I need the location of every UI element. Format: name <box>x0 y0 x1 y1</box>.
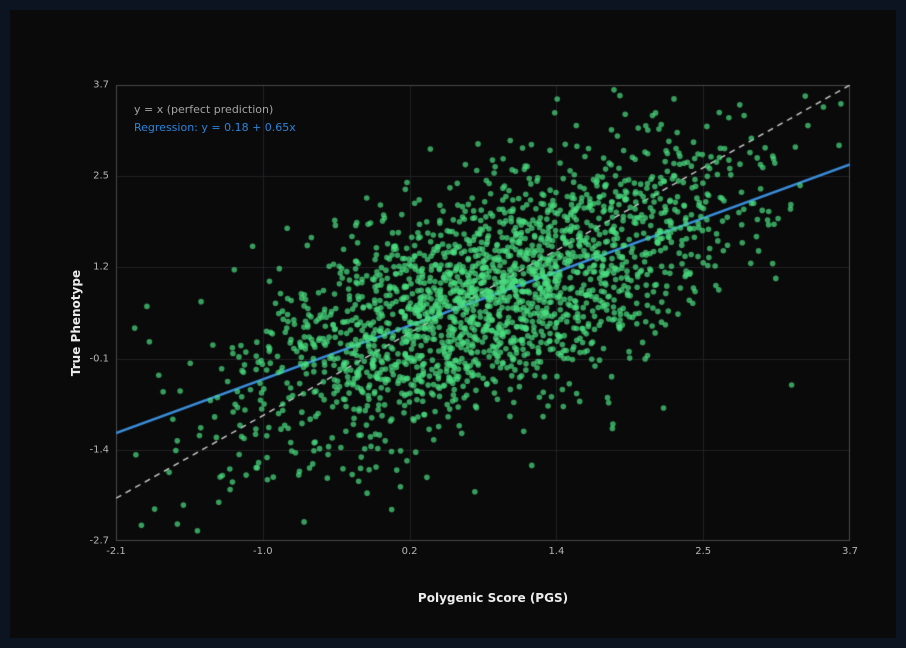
scatter-plot-canvas <box>10 10 896 638</box>
chart-figure: y = x (perfect prediction) Regression: y… <box>10 10 896 638</box>
